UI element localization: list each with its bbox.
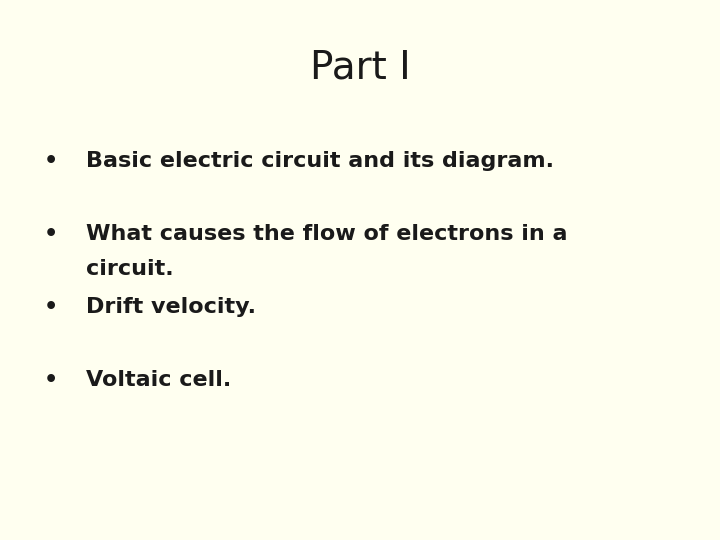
Text: •: • — [43, 297, 58, 317]
Text: Part I: Part I — [310, 49, 410, 86]
Text: •: • — [43, 151, 58, 171]
Text: circuit.: circuit. — [86, 259, 174, 279]
Text: Basic electric circuit and its diagram.: Basic electric circuit and its diagram. — [86, 151, 554, 171]
Text: •: • — [43, 370, 58, 390]
Text: Voltaic cell.: Voltaic cell. — [86, 370, 232, 390]
Text: Drift velocity.: Drift velocity. — [86, 297, 256, 317]
Text: •: • — [43, 224, 58, 244]
Text: What causes the flow of electrons in a: What causes the flow of electrons in a — [86, 224, 568, 244]
